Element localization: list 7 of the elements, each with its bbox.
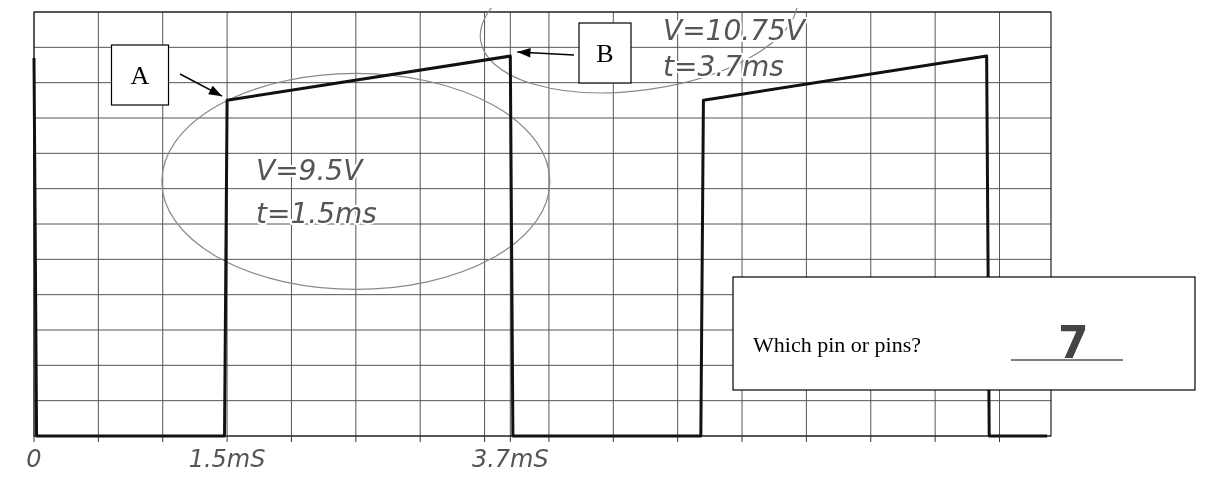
text: 7 [1058, 317, 1089, 368]
x-tick-label: 3.7mS [471, 445, 549, 473]
annotation: Which pin or pins? [753, 332, 922, 357]
annotation: A [130, 61, 150, 90]
annotation: B [596, 39, 614, 68]
x-tick-label: 0 [26, 445, 42, 473]
x-tick-label: 1.5mS [188, 445, 266, 473]
